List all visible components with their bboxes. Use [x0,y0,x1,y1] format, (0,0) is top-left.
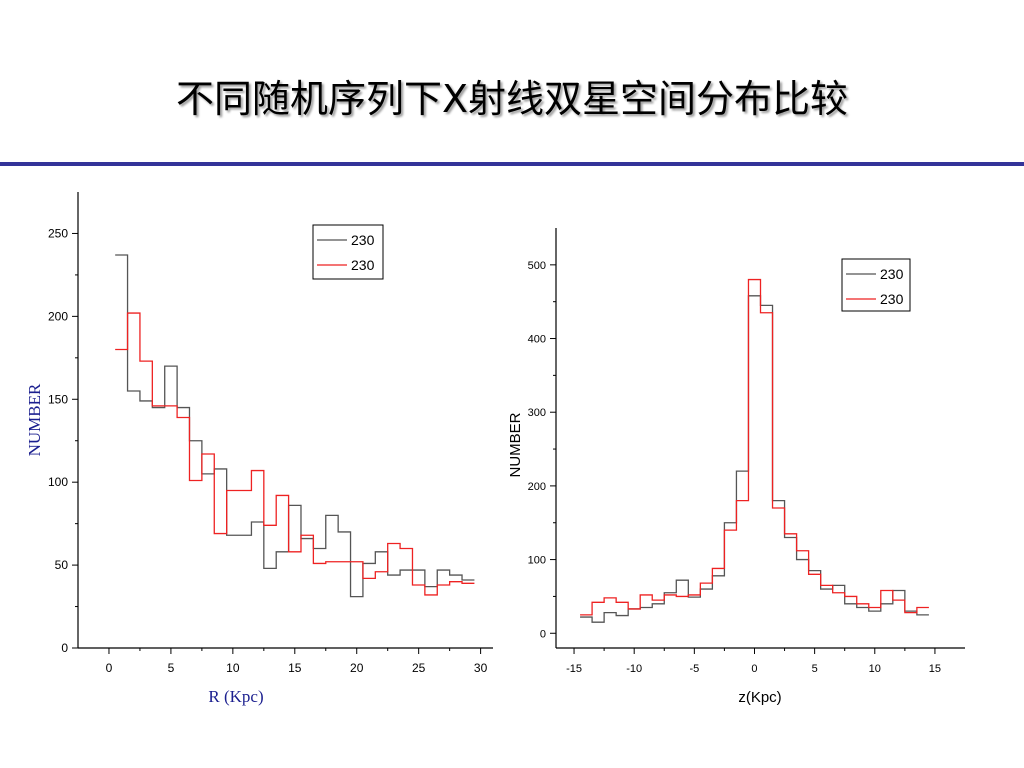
r-x-tick-label: 25 [412,661,426,675]
r-y-tick-label: 50 [55,558,69,572]
r-y-tick-label: 0 [61,641,68,655]
title-divider [0,162,1024,166]
r-y-tick-label: 200 [48,309,68,323]
r-y-tick-label: 100 [48,475,68,489]
r-y-axis-label: NUMBER [25,383,44,456]
r-x-tick-label: 0 [106,661,113,675]
r-y-tick-label: 150 [48,392,68,406]
r-legend [312,224,384,280]
r-x-tick-label: 10 [226,661,240,675]
r-series-black-line [115,254,475,598]
r-x-axis-label: R (Kpc) [208,687,263,706]
r-x-tick-label: 5 [168,661,175,675]
r-y-tick-label: 250 [48,226,68,240]
r-legend-label: 230 [351,257,375,273]
r-series-red-line [115,312,475,596]
r-legend-label: 230 [351,232,375,248]
slide-title: 不同随机序列下X射线双星空间分布比较 [175,77,849,121]
r-x-tick-label: 20 [350,661,364,675]
r-x-tick-label: 15 [288,661,302,675]
r-x-tick-label: 30 [474,661,488,675]
